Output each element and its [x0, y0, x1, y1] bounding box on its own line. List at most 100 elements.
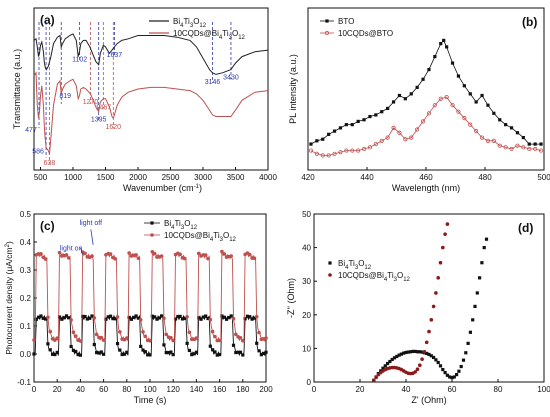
panel-b-point [492, 111, 496, 115]
panel-d-point [436, 276, 441, 280]
panel-c-point [257, 349, 261, 353]
panel-b-point [486, 103, 490, 107]
panel-c-point [231, 316, 236, 321]
panel-b-point [538, 148, 544, 153]
panel-d-xlabel: Z' (Ohm) [411, 395, 446, 405]
panel-d-point [429, 318, 434, 322]
panel-a-xtick-label: 1500 [97, 173, 115, 182]
panel-a-series-bto [33, 33, 269, 75]
panel-b-point [409, 92, 413, 96]
panel-d-point [415, 350, 420, 354]
panel-c-xtick-label: 180 [236, 385, 250, 394]
panel-b-point [521, 136, 525, 140]
panel-c-point [69, 318, 73, 322]
panel-c-point [257, 330, 261, 335]
panel-c-point [88, 316, 92, 320]
panel-c-point [94, 332, 99, 337]
panel-c-point [141, 348, 145, 352]
panel-d-point [457, 369, 461, 373]
panel-b-point [350, 148, 355, 153]
panel-c-point [231, 343, 236, 347]
panel-d-point [406, 350, 410, 354]
panel-b-point [479, 135, 485, 140]
panel-c-point [115, 315, 120, 319]
panel-a-peak-label: 1467 [96, 105, 112, 112]
panel-c-point [264, 336, 268, 340]
panel-c-xtick-label: 40 [76, 385, 85, 394]
panel-d-point [434, 358, 438, 362]
panel-c-point [187, 330, 192, 335]
panel-b-point [397, 93, 402, 98]
panel-b-point [409, 135, 414, 140]
panel-c-point [125, 336, 129, 340]
panel-b-point [456, 74, 461, 78]
panel-d-point [466, 341, 470, 345]
panel-b-point [403, 97, 407, 101]
panel-b-point [332, 129, 337, 133]
panel-c-ytick-label: 0.4 [20, 238, 32, 247]
panel-c-point [159, 254, 164, 258]
panel-a-xtick-label: 2500 [162, 173, 180, 182]
panel-b-point [421, 77, 425, 81]
panel-c-point [255, 341, 259, 345]
panel-c-point [259, 353, 263, 357]
panel-b-series-line [310, 39, 541, 145]
panel-c-point [234, 332, 238, 337]
panel-d-point [436, 360, 440, 365]
panel-d-point [432, 355, 436, 360]
panel-b-point [427, 67, 431, 72]
panel-c-point [157, 316, 161, 320]
panel-d-xtick-label: 40 [402, 385, 411, 394]
panel-d-point [455, 373, 459, 377]
panel-d-point [395, 354, 399, 359]
panel-b-point [485, 138, 491, 143]
panel-b-legend-marker [324, 30, 330, 36]
panel-d-ytick-label: 50 [302, 210, 311, 219]
panel-b-point [415, 85, 419, 89]
panel-c-point [48, 329, 53, 334]
panel-b-legend-marker [325, 19, 329, 23]
panel-b-point [504, 123, 508, 127]
panel-d-point [429, 354, 433, 358]
panel-b-label: (b) [522, 15, 537, 29]
panel-b-point [338, 150, 343, 155]
panel-c-point [104, 317, 108, 321]
panel-d-point [441, 367, 445, 372]
panel-d-point [413, 349, 417, 354]
panel-c-xtick-label: 20 [53, 385, 62, 394]
panel-b-point [309, 142, 313, 146]
panel-d-point [409, 350, 413, 354]
panel-c-point [164, 332, 169, 337]
panel-c-point [229, 254, 233, 258]
panel-c-point [55, 336, 59, 341]
panel-d-point [397, 353, 401, 357]
panel-c-point [194, 350, 198, 354]
panel-a-frame [33, 7, 269, 171]
panel-c-point [183, 256, 187, 261]
panel-c-point [236, 350, 240, 354]
panel-d-ytick-label: 40 [302, 244, 311, 253]
panel-c-point [224, 317, 229, 321]
panel-c-point [185, 341, 189, 345]
panel-c-point [37, 315, 41, 319]
panel-d-point [441, 245, 445, 250]
panel-c-series-line [33, 314, 267, 357]
panel-a-peak-label: 1395 [91, 117, 107, 124]
panel-d-legend-marker [328, 261, 332, 265]
panel-c-point [64, 253, 69, 257]
panel-b-point [450, 103, 455, 108]
panel-d-xtick-label: 80 [494, 385, 503, 394]
panel-c-point [92, 342, 96, 347]
panel-b-point [321, 137, 325, 141]
panel-c-point [190, 353, 194, 357]
panel-a-label: (a) [40, 13, 55, 27]
panel-c-point [264, 350, 268, 354]
panel-d-ytick-label: 10 [302, 344, 311, 353]
panel-b-point [361, 146, 367, 152]
panel-b-xtick-label: 500 [537, 173, 550, 182]
panel-b-point [373, 141, 378, 147]
panel-d-point [443, 370, 447, 375]
panel-b-point [356, 148, 361, 153]
panel-d-point [475, 291, 479, 295]
panel-c-point [201, 315, 205, 319]
